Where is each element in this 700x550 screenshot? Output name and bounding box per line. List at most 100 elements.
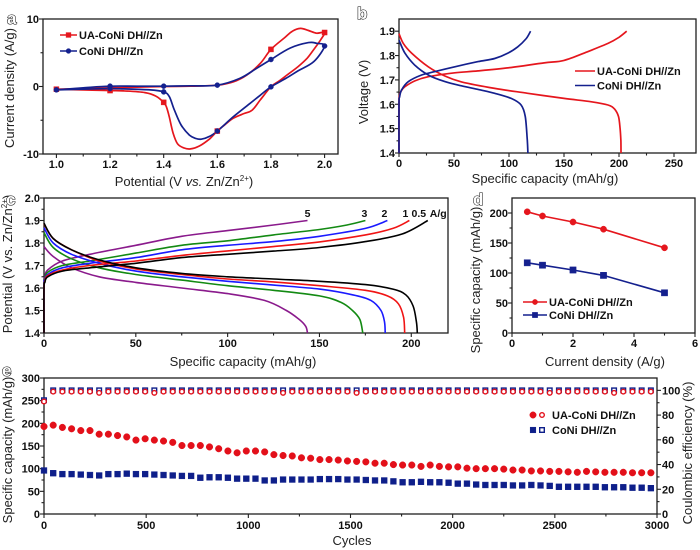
coni-dh-zn-capacity-point	[408, 479, 415, 486]
x-axis-label: Specific capacity (mAh/g)	[170, 354, 317, 369]
coni-dh-zn-capacity-point	[197, 474, 204, 481]
coni-dh-zn-capacity-point	[59, 470, 66, 478]
ua-coni-dh-zn-ce-point	[50, 388, 57, 395]
ua-coni-dh-zn-capacity-point	[261, 448, 269, 456]
ua-coni-dh-zn-ce-point	[445, 388, 452, 395]
rate-label: 2	[381, 208, 387, 220]
panel-d-rate-capability-chart: 0 2 4 6 0 50 100 150 200 Current density (A/g) Spe…	[468, 189, 698, 369]
coni-dh-zn-data-point	[523, 259, 531, 267]
coni-dh-zn-capacity-point	[500, 481, 507, 489]
ua-coni-dh-zn-capacity-point	[95, 430, 103, 438]
y-axis-label: Specific capacity (mAh/g)	[0, 377, 15, 524]
y-tick-label: 1.8	[25, 238, 40, 250]
rate-unit-label: A/g	[430, 208, 447, 220]
ua-coni-dh-zn-data-point	[600, 225, 607, 233]
coni-dh-zn-capacity-point	[96, 472, 103, 479]
y-tick-label: 1.7	[25, 261, 40, 273]
ua-coni-dh-zn-ce-point	[491, 388, 498, 395]
rate-0-5-discharge-curve	[43, 222, 419, 334]
ua-coni-dh-zn-ce-point	[565, 388, 572, 395]
ua-coni-dh-zn-ce-point	[224, 388, 231, 395]
y2-axis-label: Coulombic efficiency (%)	[680, 382, 695, 525]
legend-marker	[532, 312, 538, 318]
axis-label-part: 2+	[0, 199, 9, 208]
ua-coni-dh-zn-ce-point	[160, 388, 167, 395]
ua-coni-dh-zn-ce-point	[454, 388, 461, 395]
coni-dh-zn-capacity-point	[243, 475, 250, 482]
x-tick-label: 2000	[440, 520, 464, 532]
ua-coni-dh-zn-capacity-point	[316, 456, 324, 464]
ua-coni-dh-zn-capacity-point	[463, 464, 471, 472]
rate-label: 0.5	[411, 208, 426, 220]
coni-dh-zn-capacity-point	[344, 476, 351, 483]
panel-label: a	[7, 9, 17, 28]
ua-coni-dh-zn-ce-point	[206, 388, 213, 395]
coni-dh-zn-capacity-point	[546, 482, 553, 490]
legend-item: UA-CoNi DH//Zn	[60, 30, 163, 42]
y-tick-label: 10	[27, 14, 39, 26]
coni-dh-zn-capacity-point	[325, 475, 333, 483]
coni-dh-zn-capacity-point	[390, 478, 397, 485]
coni-dh-zn-capacity-point	[298, 476, 305, 483]
coni-dh-zn-capacity-point	[224, 474, 232, 481]
coni-dh-zn-data-point	[160, 83, 167, 89]
ua-coni-dh-zn-capacity-point	[150, 436, 158, 444]
ua-coni-dh-zn-ce-point	[647, 388, 654, 395]
ua-coni-dh-zn-data-point	[569, 218, 577, 226]
ua-coni-dh-zn-ce-point	[105, 388, 112, 395]
y2-tick-label: 80	[662, 410, 674, 422]
ua-coni-dh-zn-capacity-point	[251, 447, 260, 455]
ua-coni-dh-zn-ce-point	[41, 398, 48, 405]
coni-dh-zn-capacity-point	[289, 476, 296, 483]
ua-coni-dh-zn-capacity-point	[307, 454, 315, 462]
legend-ce-marker	[539, 412, 546, 419]
coni-dh-zn-data-point	[107, 85, 113, 92]
ua-coni-dh-zn-capacity-point	[389, 461, 397, 469]
ua-coni-dh-zn-capacity-point	[86, 427, 94, 435]
coni-dh-zn-capacity-point	[169, 472, 176, 479]
y-tick-label: 1.9	[25, 216, 40, 228]
axis-label-part: Zn/Zn	[202, 174, 240, 189]
plot-frame	[43, 377, 658, 515]
coni-dh-zn-capacity-point	[610, 484, 618, 491]
ua-coni-dh-zn-ce-point	[77, 388, 84, 395]
y-tick-label: 150	[22, 441, 40, 453]
coni-dh-zn-data-point	[53, 87, 60, 93]
ua-coni-dh-zn-ce-point	[620, 388, 627, 395]
ua-coni-dh-zn-ce-point	[344, 388, 351, 395]
y2-tick-label: 100	[662, 385, 680, 397]
ua-coni-dh-zn-ce-point	[519, 388, 526, 395]
coni-dh-zn-capacity-point	[86, 471, 94, 479]
ua-coni-dh-zn-ce-point	[261, 388, 268, 395]
ua-coni-dh-zn-capacity-point	[417, 462, 425, 470]
ua-coni-dh-zn-ce-point	[289, 388, 296, 395]
ua-coni-dh-zn-capacity-point	[481, 465, 489, 473]
ua-coni-dh-zn-ce-point	[546, 389, 553, 396]
y2-tick-label: 20	[662, 484, 674, 496]
coni-dh-zn-capacity-point	[141, 470, 149, 478]
x-tick-label: 1500	[338, 520, 362, 532]
coni-dh-zn-capacity-point	[178, 472, 186, 480]
coni-dh-zn-capacity-point	[482, 481, 489, 489]
ua-coni-dh-zn-ce-point	[399, 388, 406, 395]
ua-coni-dh-zn-ce-point	[243, 388, 250, 395]
ua-coni-dh-zn-capacity-point	[77, 427, 85, 435]
coni-dh-zn-capacity-point	[160, 471, 167, 479]
y-tick-label: 1.6	[380, 99, 395, 111]
y-tick-label: 200	[22, 418, 40, 430]
legend-label: CoNi DH//Zn	[79, 46, 143, 58]
coni-dh-zn-capacity-point	[114, 470, 121, 478]
y-tick-label: 1.9	[380, 26, 395, 38]
axis-label-part: Potential (V	[115, 174, 186, 189]
x-tick-label: 3000	[645, 520, 669, 532]
ua-coni-dh-zn-capacity-point	[279, 451, 287, 460]
y-tick-label: 1.5	[25, 306, 40, 318]
ua-coni-dh-zn-ce-point	[601, 388, 608, 395]
y-tick-label: 0	[502, 328, 508, 340]
x-tick-label: 1.4	[156, 159, 172, 171]
y-tick-label: -10	[23, 149, 39, 161]
coni-dh-zn-charge-curve	[398, 30, 532, 154]
ua-coni-dh-zn-ce-point	[335, 388, 342, 395]
